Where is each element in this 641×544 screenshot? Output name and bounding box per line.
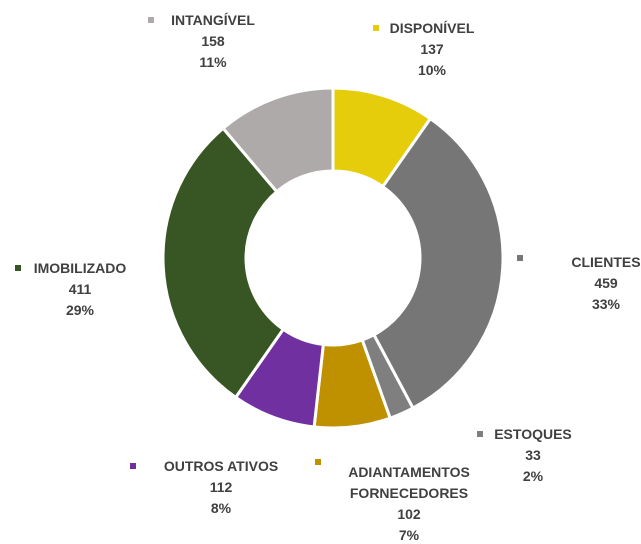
legend-marker (130, 463, 136, 469)
percent-label: 8% (210, 500, 232, 516)
donut-slice (161, 126, 286, 400)
data-label: OUTROS ATIVOS 112 8% (146, 456, 296, 519)
percent-label: 29% (65, 302, 95, 318)
percent-label: 10% (417, 62, 447, 78)
category-label: ADIANTAMENTOS FORNECEDORES (348, 464, 470, 501)
value-label: 459 (594, 275, 618, 291)
category-label: OUTROS ATIVOS (163, 458, 279, 474)
percent-label: 2% (522, 468, 544, 484)
donut-slice (220, 86, 335, 194)
value-label: 137 (420, 41, 444, 57)
legend-marker (373, 25, 379, 31)
data-label: DISPONÍVEL 137 10% (357, 18, 507, 81)
value-label: 411 (68, 281, 92, 297)
value-label: 112 (209, 479, 233, 495)
percent-label: 33% (591, 296, 621, 312)
legend-marker (15, 265, 21, 271)
data-label: ADIANTAMENTOS FORNECEDORES 102 7% (334, 462, 484, 544)
category-label: ESTOQUES (494, 426, 572, 442)
legend-marker (517, 255, 523, 261)
category-label: DISPONÍVEL (389, 20, 475, 36)
legend-marker (477, 431, 483, 437)
donut-slice (371, 116, 505, 411)
value-label: 33 (525, 447, 541, 463)
legend-marker (148, 17, 154, 23)
value-label: 158 (201, 33, 225, 49)
category-label: IMOBILIZADO (33, 260, 127, 276)
category-label: INTANGÍVEL (171, 12, 255, 28)
data-label: CLIENTES 459 33% (546, 252, 641, 315)
category-label: CLIENTES (571, 254, 641, 270)
legend-marker (315, 459, 321, 465)
data-label: IMOBILIZADO 411 29% (15, 258, 145, 321)
percent-label: 11% (199, 54, 227, 70)
value-label: 102 (397, 506, 421, 522)
data-label: ESTOQUES 33 2% (473, 424, 593, 487)
percent-label: 7% (398, 527, 420, 543)
data-label: INTANGÍVEL 158 11% (153, 10, 273, 73)
